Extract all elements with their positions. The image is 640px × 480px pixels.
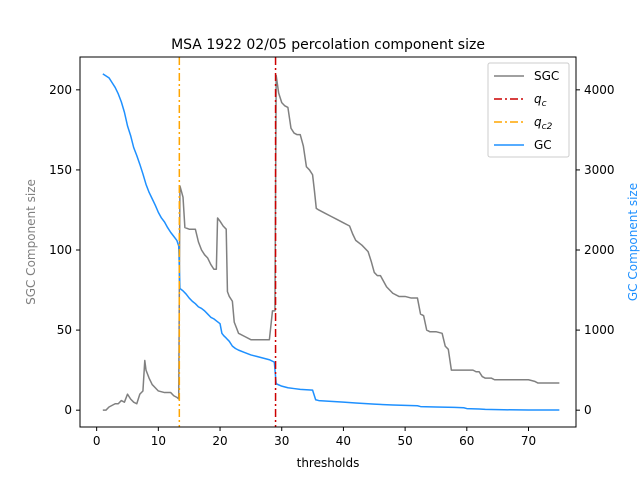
x-tick-label: 30 <box>274 434 289 448</box>
x-tick-label: 10 <box>151 434 166 448</box>
y-left-tick-label: 0 <box>64 403 72 417</box>
y-right-tick-label: 4000 <box>584 83 615 97</box>
chart-title: MSA 1922 02/05 percolation component siz… <box>171 37 485 53</box>
y-right-tick-label: 1000 <box>584 323 615 337</box>
y-left-tick-label: 200 <box>49 83 72 97</box>
legend-label-sgc: SGC <box>534 69 559 83</box>
legend-label-qc: qc <box>534 92 547 109</box>
y-right-tick-label: 2000 <box>584 243 615 257</box>
y-axis-right: 0 1000 2000 3000 4000 <box>576 83 615 417</box>
y-right-tick-label: 0 <box>584 403 592 417</box>
x-tick-label: 60 <box>459 434 474 448</box>
series-line-sgc <box>102 74 560 411</box>
x-tick-label: 70 <box>521 434 536 448</box>
y-axis-left: 0 50 100 150 200 <box>49 83 80 417</box>
y-left-tick-label: 50 <box>57 323 72 337</box>
x-tick-label: 20 <box>212 434 227 448</box>
y-left-tick-label: 150 <box>49 163 72 177</box>
legend-box <box>487 62 570 158</box>
y-axis-left-label: SGC Component size <box>24 179 38 305</box>
series-layer <box>102 57 560 427</box>
legend-label-gc: GC <box>534 138 552 152</box>
x-axis-label: thresholds <box>297 456 360 470</box>
y-right-tick-label: 3000 <box>584 163 615 177</box>
x-tick-label: 40 <box>336 434 351 448</box>
legend-label-qc2: qc2 <box>534 115 553 132</box>
x-tick-label: 0 <box>93 434 101 448</box>
y-left-tick-label: 100 <box>49 243 72 257</box>
plot-frame <box>79 56 577 428</box>
x-axis: 0 10 20 30 40 50 60 70 <box>93 427 536 448</box>
y-axis-right-label: GC Component size <box>626 183 640 301</box>
x-tick-label: 50 <box>397 434 412 448</box>
legend: SGC qc qc2 GC <box>487 62 570 158</box>
series-line-gc <box>102 73 560 411</box>
